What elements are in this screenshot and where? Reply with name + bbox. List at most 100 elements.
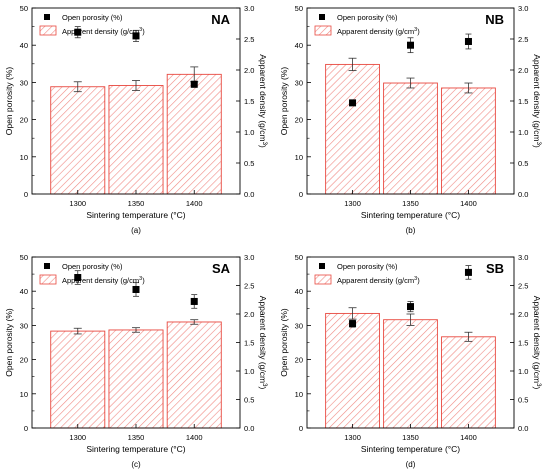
legend-label-density-sup: 3 <box>139 27 142 33</box>
density-bar <box>166 73 222 195</box>
x-tick-label: 1350 <box>402 199 419 208</box>
left-axis-title: Open porosity (%) <box>279 67 289 136</box>
right-tick-label: 0.0 <box>244 424 254 433</box>
right-axis-title-sup: 3 <box>535 142 541 146</box>
x-tick-label: 1300 <box>344 199 361 208</box>
legend-label-density-end: ) <box>142 276 145 285</box>
right-tick-label: 2.5 <box>244 35 254 44</box>
legend-label-density: Apparent density (g/cm3) <box>62 276 145 285</box>
legend-label-density: Apparent density (g/cm3) <box>337 27 420 36</box>
left-axis-title: Open porosity (%) <box>279 308 289 377</box>
right-tick-label: 1.0 <box>244 367 254 376</box>
right-tick-label: 1.5 <box>518 339 528 348</box>
legend-label-density-main: Apparent density (g/cm <box>62 27 139 36</box>
right-axis-title-sup: 3 <box>261 142 267 146</box>
left-tick-label: 0 <box>24 190 28 199</box>
density-bar <box>441 87 496 195</box>
right-tick-label: 2.5 <box>244 282 254 291</box>
density-bar <box>383 319 438 429</box>
porosity-point <box>349 320 357 328</box>
left-tick-label: 30 <box>20 321 28 330</box>
right-tick-label: 3.0 <box>244 4 254 13</box>
legend-label-density-end: ) <box>142 27 145 36</box>
right-tick-label: 0.5 <box>518 159 528 168</box>
x-tick-label: 1350 <box>128 199 145 208</box>
right-axis-title: Apparent density (g/cm3) <box>532 54 542 148</box>
legend-label-density-end: ) <box>417 27 420 36</box>
right-tick-label: 0.0 <box>518 190 528 199</box>
chart-panel: 0 10 20 30 40 50 0.0 0.5 1.0 1.5 2.0 2.5 3.0 1300 1350… <box>279 4 542 235</box>
right-axis-title: Apparent density (g/cm3) <box>532 296 542 390</box>
porosity-point <box>132 285 140 293</box>
left-tick-label: 0 <box>24 424 28 433</box>
density-bar <box>108 85 164 195</box>
legend-marker-square <box>319 263 325 269</box>
x-tick-label: 1400 <box>460 199 477 208</box>
left-tick-label: 40 <box>295 287 303 296</box>
x-axis-title: Sintering temperature (°C) <box>361 444 460 454</box>
right-tick-label: 1.5 <box>244 339 254 348</box>
density-bar <box>50 330 106 429</box>
legend-marker-square <box>44 14 50 20</box>
porosity-point <box>464 268 472 276</box>
right-axis-title-main: Apparent density (g/cm <box>258 296 268 383</box>
left-tick-label: 40 <box>20 41 28 50</box>
density-bar <box>166 321 222 429</box>
left-tick-label: 20 <box>295 356 303 365</box>
porosity-point <box>407 303 414 311</box>
left-tick-label: 50 <box>295 4 303 13</box>
density-bar <box>441 336 496 429</box>
right-axis-title-end: ) <box>258 386 268 389</box>
panel-label: (a) <box>131 226 141 235</box>
density-bar <box>325 63 380 195</box>
left-tick-label: 10 <box>20 153 28 162</box>
right-axis-title-end: ) <box>532 386 542 389</box>
panel-title: NB <box>485 12 504 27</box>
right-tick-label: 0.5 <box>244 396 254 405</box>
panel-title: SB <box>486 261 504 276</box>
right-axis-title-main: Apparent density (g/cm <box>532 296 542 383</box>
right-tick-label: 3.0 <box>518 253 528 262</box>
left-tick-label: 50 <box>295 253 303 262</box>
right-tick-label: 1.0 <box>518 128 528 137</box>
panel-label: (b) <box>406 226 416 235</box>
right-axis-title-end: ) <box>532 145 542 148</box>
right-tick-label: 1.0 <box>244 128 254 137</box>
right-axis-title: Apparent density (g/cm3) <box>258 54 268 148</box>
right-tick-label: 2.5 <box>518 35 528 44</box>
right-tick-label: 0.5 <box>244 159 254 168</box>
density-bar <box>325 312 380 429</box>
right-axis-title-sup: 3 <box>535 383 541 387</box>
legend-label-porosity: Open porosity (%) <box>62 13 123 22</box>
legend-label-density-main: Apparent density (g/cm <box>337 27 414 36</box>
legend-swatch-hatch <box>314 274 332 285</box>
left-tick-label: 20 <box>20 356 28 365</box>
right-tick-label: 0.5 <box>518 396 528 405</box>
x-tick-label: 1300 <box>69 199 86 208</box>
legend-marker-square <box>44 263 50 269</box>
x-tick-label: 1400 <box>186 433 203 442</box>
right-tick-label: 1.5 <box>244 97 254 106</box>
right-tick-label: 2.0 <box>244 310 254 319</box>
right-tick-label: 2.0 <box>518 310 528 319</box>
legend-label-density-main: Apparent density (g/cm <box>62 276 139 285</box>
left-tick-label: 20 <box>295 116 303 125</box>
legend-label-density-sup: 3 <box>414 27 417 33</box>
x-tick-label: 1400 <box>186 199 203 208</box>
chart-panel: 0 10 20 30 40 50 0.0 0.5 1.0 1.5 2.0 2.5 3.0 1300 1350… <box>4 4 268 235</box>
legend-label-density-sup: 3 <box>139 276 142 282</box>
legend-swatch-hatch <box>39 274 57 285</box>
left-axis-title: Open porosity (%) <box>4 67 14 136</box>
left-tick-label: 30 <box>295 78 303 87</box>
left-tick-label: 10 <box>295 390 303 399</box>
porosity-point <box>464 37 472 45</box>
left-tick-label: 0 <box>299 190 303 199</box>
density-bar <box>383 82 438 195</box>
right-tick-label: 3.0 <box>244 253 254 262</box>
right-axis-title-sup: 3 <box>261 383 267 387</box>
left-tick-label: 10 <box>20 390 28 399</box>
legend-swatch-hatch <box>39 25 57 36</box>
right-tick-label: 3.0 <box>518 4 528 13</box>
left-tick-label: 10 <box>295 153 303 162</box>
legend-label-density: Apparent density (g/cm3) <box>337 276 420 285</box>
